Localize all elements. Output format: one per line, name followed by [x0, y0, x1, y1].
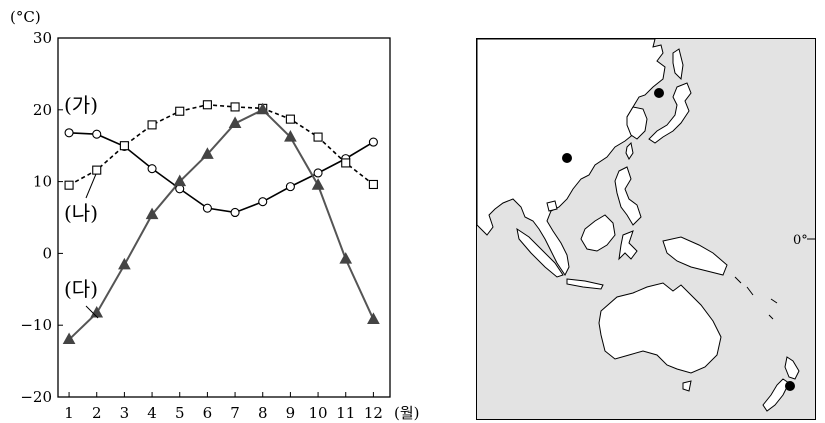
- sakhalin-island: [672, 48, 684, 81]
- series-line-1: [69, 131, 374, 214]
- x-tick-label: 12: [364, 404, 383, 422]
- borneo-island: [580, 214, 616, 252]
- data-point-circle: [230, 207, 240, 218]
- data-point-triangle: [145, 207, 159, 220]
- data-point-triangle: [228, 116, 242, 128]
- data-point-triangle: [90, 305, 104, 318]
- x-tick-label: 7: [230, 404, 240, 422]
- series-markers: [62, 100, 380, 345]
- y-tick-label: 20: [33, 101, 52, 119]
- data-point-square: [119, 141, 129, 151]
- x-tick-label: 2: [92, 404, 102, 422]
- plot-area: [57, 37, 391, 398]
- data-point-circle: [147, 164, 157, 174]
- philippines-islands: [614, 166, 642, 226]
- data-point-circle: [92, 129, 102, 139]
- x-tick-label: 6: [203, 404, 213, 422]
- data-point-circle: [368, 137, 378, 147]
- sulawesi-island: [618, 230, 638, 261]
- series-leader-line: [85, 305, 99, 319]
- data-point-square: [147, 120, 157, 130]
- x-tick-label: 11: [336, 404, 355, 422]
- new-zealand-south-island: [762, 378, 790, 412]
- series-label-3: (다): [64, 277, 98, 301]
- x-tick-label: 10: [309, 404, 328, 422]
- japan-islands: [648, 82, 692, 144]
- data-point-square: [230, 102, 240, 112]
- data-point-triangle: [367, 312, 380, 324]
- data-point-square: [285, 114, 295, 124]
- australia-landmass: [598, 282, 722, 374]
- x-tick-label: 3: [120, 404, 130, 422]
- data-point-triangle: [118, 257, 131, 270]
- data-point-square: [202, 100, 212, 110]
- data-point-triangle: [339, 252, 353, 264]
- data-point-circle: [258, 197, 268, 207]
- x-unit-label: (월): [394, 404, 420, 422]
- data-point-circle: [285, 182, 295, 192]
- data-point-square: [341, 158, 351, 168]
- map-panel: 0°: [476, 38, 816, 420]
- series-leader-line: [85, 173, 97, 199]
- y-tick-label: −10: [20, 316, 52, 334]
- data-point-triangle: [284, 130, 297, 142]
- data-point-circle: [202, 203, 212, 213]
- series-label-2: (나): [64, 201, 98, 225]
- y-tick-label: −20: [20, 388, 52, 406]
- data-point-square: [368, 179, 378, 190]
- series-line-3: [68, 108, 375, 341]
- taiwan-island: [625, 141, 634, 160]
- point-northeast-asia: [654, 88, 664, 98]
- x-tick-label: 9: [286, 404, 296, 422]
- equator-label: 0°: [793, 233, 808, 248]
- x-tick-label: 1: [64, 404, 74, 422]
- plot-frame: [57, 37, 391, 398]
- data-point-square: [64, 180, 74, 190]
- y-unit-label: (°C): [10, 8, 41, 26]
- data-point-triangle: [311, 178, 325, 190]
- data-point-square: [313, 132, 323, 142]
- new-zealand-north-island: [784, 356, 800, 380]
- x-tick-label: 4: [147, 404, 157, 422]
- series-lines: [68, 103, 375, 341]
- x-tick-label: 5: [175, 404, 185, 422]
- data-point-circle: [64, 128, 74, 138]
- pacific-islands: [734, 276, 778, 320]
- data-point-square: [175, 106, 185, 116]
- data-point-triangle: [201, 147, 214, 159]
- korea-peninsula: [626, 106, 648, 140]
- y-tick-label: 0: [42, 244, 52, 262]
- data-point-triangle: [256, 102, 270, 115]
- sumatra-island: [516, 227, 564, 278]
- series-labels: (가) (나) (다): [64, 93, 99, 319]
- hainan-island: [546, 200, 558, 212]
- java-island: [566, 278, 604, 290]
- y-tick-label: 30: [33, 29, 52, 47]
- x-axis-ticks: 1 2 3 4 5 6 7 8 9 10 11 12: [64, 392, 383, 422]
- data-point-circle: [313, 168, 323, 178]
- point-south-china: [562, 153, 572, 163]
- y-axis-ticks: −20 −10 0 10 20 30: [20, 29, 63, 406]
- data-point-triangle: [173, 174, 187, 187]
- series-label-1: (가): [64, 93, 98, 117]
- y-tick-label: 10: [33, 173, 52, 191]
- x-tick-label: 8: [258, 404, 268, 422]
- data-point-square: [92, 165, 102, 175]
- map-svg: 0°: [477, 39, 815, 412]
- tasmania-island: [682, 380, 692, 392]
- point-new-zealand: [785, 381, 795, 391]
- data-point-triangle: [62, 332, 76, 345]
- new-guinea-island: [662, 236, 728, 276]
- series-line-2: [68, 103, 374, 186]
